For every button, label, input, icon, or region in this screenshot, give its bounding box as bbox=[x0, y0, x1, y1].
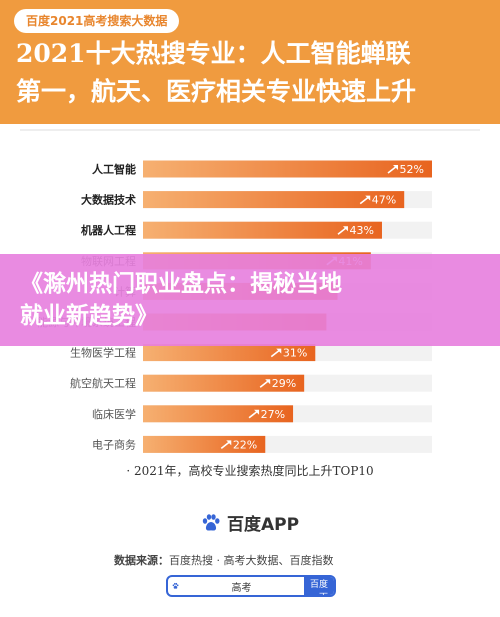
category-label: 机器人工程 bbox=[81, 223, 136, 237]
banner-title-line2: 就业新趋势》 bbox=[20, 303, 158, 329]
banner-title-line1: 《滁州热门职业盘点：揭秘当地 bbox=[20, 271, 342, 297]
data-label: 29% bbox=[272, 377, 296, 390]
bar bbox=[143, 405, 294, 423]
bar bbox=[143, 221, 382, 239]
chart-footnote: · 2021年，高校专业搜索热度同比上升TOP10 bbox=[126, 464, 374, 478]
rise-arrowhead-icon bbox=[365, 195, 371, 201]
bar bbox=[143, 191, 405, 209]
data-label: 47% bbox=[372, 194, 396, 207]
rise-arrowhead-icon bbox=[276, 348, 282, 354]
baidu-paw-icon bbox=[202, 513, 220, 531]
bar bbox=[143, 160, 432, 178]
search-bar: 百度一下 bbox=[166, 575, 336, 597]
category-label: 电子商务 bbox=[92, 437, 136, 451]
data-label: 27% bbox=[261, 408, 285, 421]
category-label: 生物医学工程 bbox=[70, 346, 136, 360]
header: 百度2021高考搜索大数据 2021十大热搜专业：人工智能蝉联 第一，航天、医疗… bbox=[0, 0, 500, 124]
category-label: 大数据技术 bbox=[81, 193, 136, 207]
header-title-line1: 2021十大热搜专业：人工智能蝉联 bbox=[16, 39, 411, 68]
category-label: 人工智能 bbox=[92, 162, 136, 176]
rise-arrowhead-icon bbox=[265, 379, 271, 385]
brand-name: 百度APP bbox=[226, 515, 300, 535]
data-label: 31% bbox=[283, 347, 307, 360]
article-title-banner[interactable]: 《滁州热门职业盘点：揭秘当地 就业新趋势》 bbox=[0, 254, 500, 346]
rise-arrowhead-icon bbox=[226, 440, 232, 446]
header-tag: 百度2021高考搜索大数据 bbox=[14, 9, 180, 33]
rise-arrowhead-icon bbox=[393, 165, 398, 170]
header-title-line2: 第一，航天、医疗相关专业快速上升 bbox=[16, 77, 417, 106]
category-label: 临床医学 bbox=[92, 407, 136, 421]
data-source-text: 百度热搜 · 高考大数据、百度指数 bbox=[169, 554, 334, 567]
data-source: 数据来源：百度热搜 · 高考大数据、百度指数 bbox=[114, 552, 334, 568]
bar bbox=[143, 374, 305, 392]
category-label: 航空航天工程 bbox=[70, 376, 136, 390]
baidu-paw-icon bbox=[172, 582, 179, 589]
search-button[interactable]: 百度一下 bbox=[304, 577, 334, 595]
data-label: 52% bbox=[400, 163, 424, 176]
data-source-label: 数据来源： bbox=[114, 554, 169, 567]
brand-logo: 百度APP bbox=[0, 510, 500, 535]
data-label: 43% bbox=[350, 224, 374, 237]
rise-arrowhead-icon bbox=[342, 226, 348, 232]
search-input[interactable] bbox=[179, 580, 304, 592]
rise-arrowhead-icon bbox=[254, 409, 260, 415]
data-label: 22% bbox=[233, 438, 257, 451]
bar bbox=[143, 435, 266, 453]
